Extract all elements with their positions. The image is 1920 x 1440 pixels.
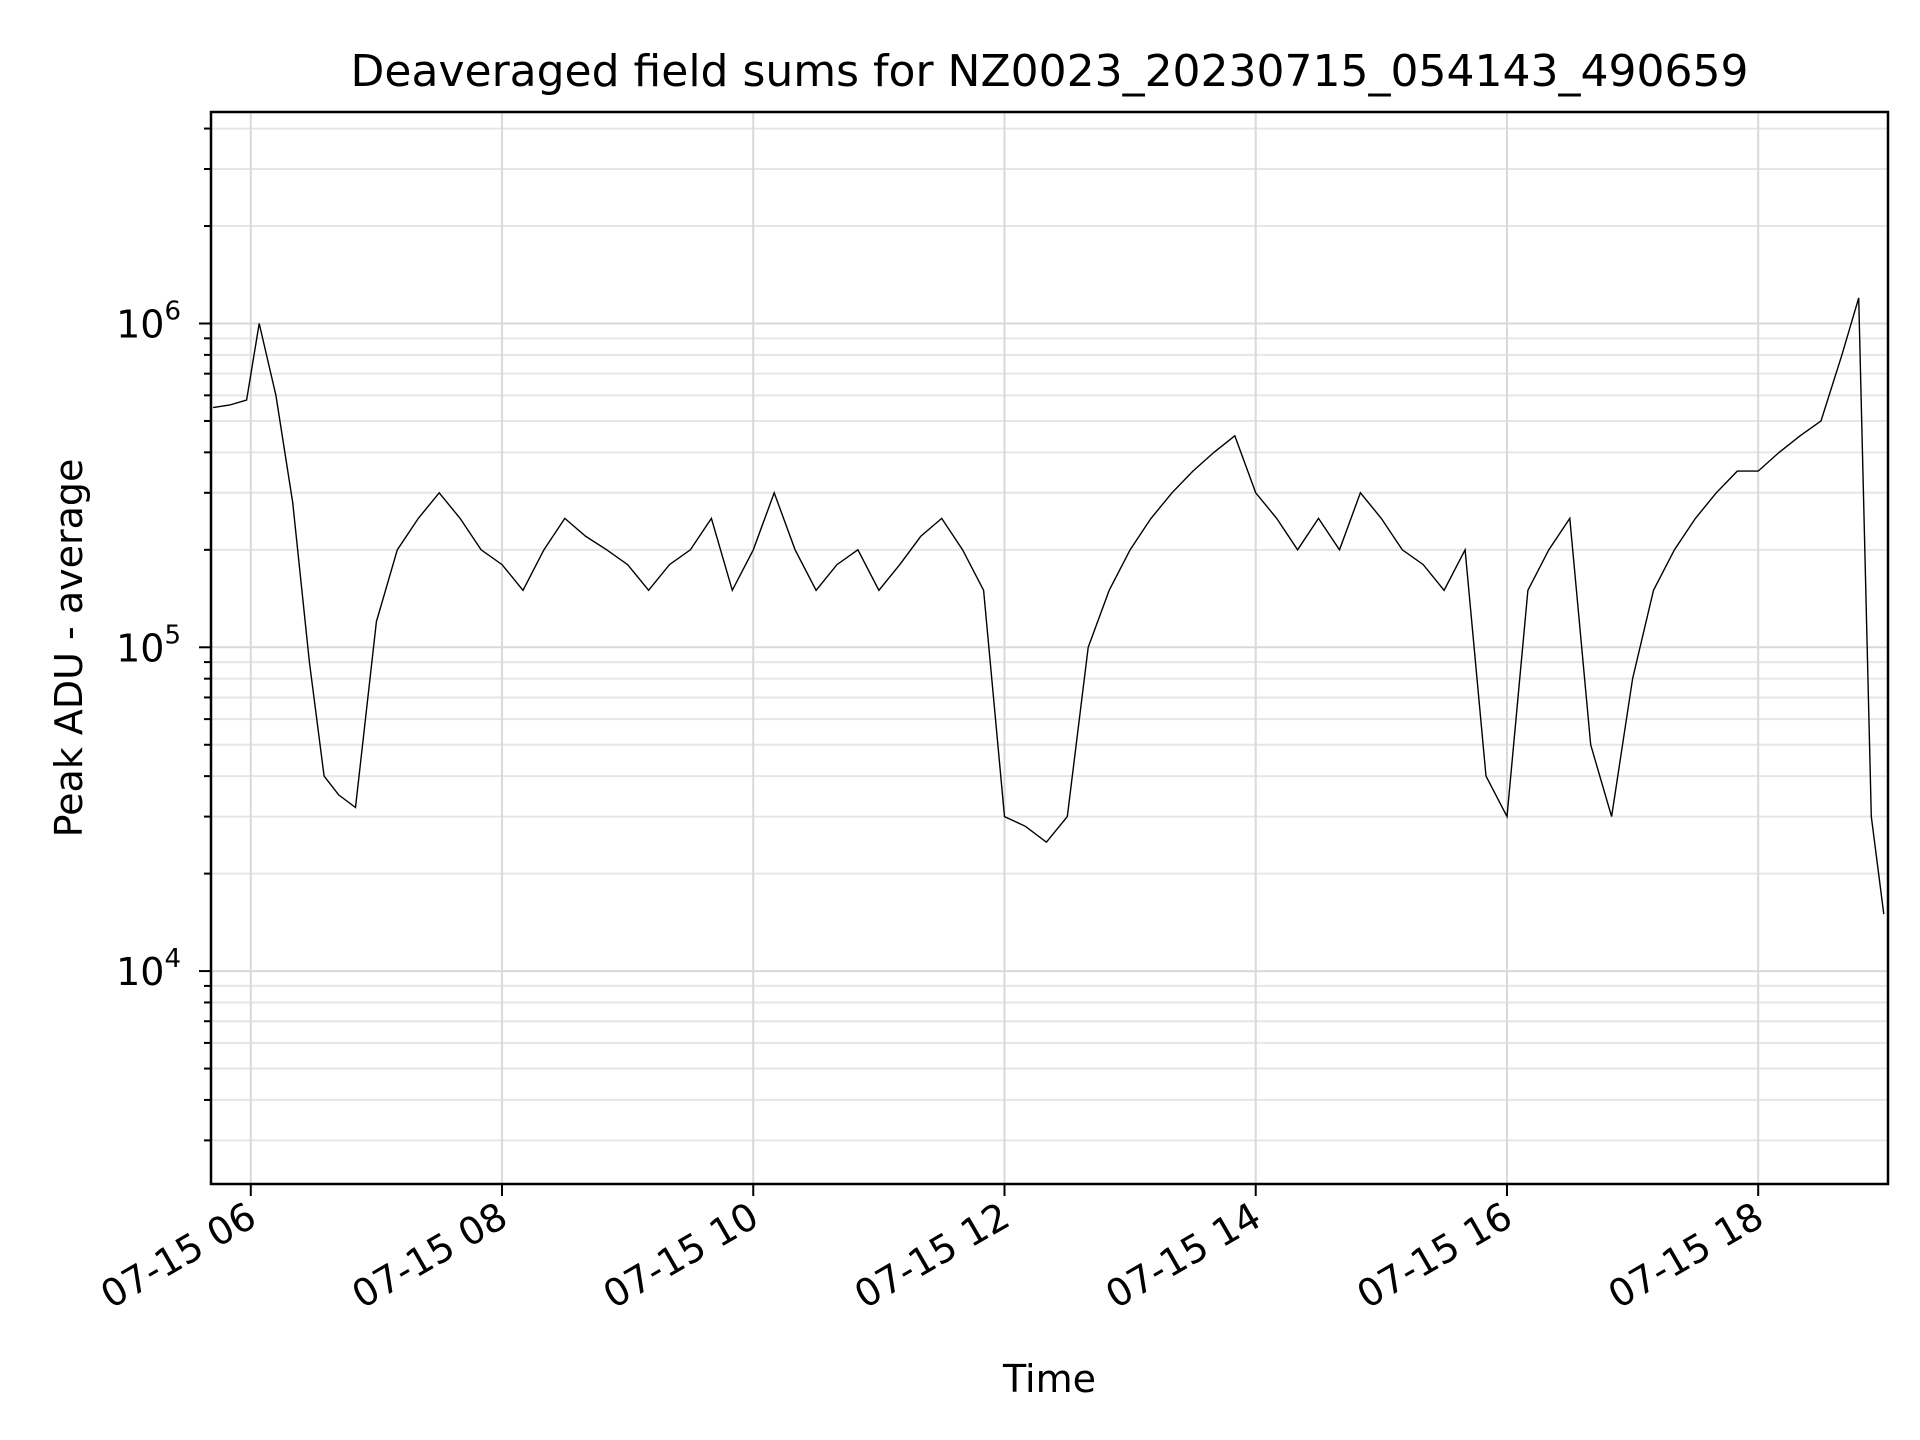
y-tick-label-exponent: 4: [164, 944, 181, 974]
y-tick-label-exponent: 6: [164, 297, 181, 327]
grid: [211, 112, 1888, 1184]
data-series-line: [212, 297, 1885, 915]
x-tick-label: 07-15 14: [1098, 1194, 1268, 1318]
y-tick-label: 104: [116, 944, 181, 994]
y-tick-label: 105: [116, 620, 181, 670]
x-tick-label: 07-15 12: [847, 1194, 1017, 1318]
x-axis-label: Time: [1002, 1357, 1096, 1401]
x-tick-label: 07-15 18: [1601, 1194, 1771, 1318]
x-tick-label: 07-15 16: [1349, 1194, 1519, 1318]
y-axis-label: Peak ADU - average: [47, 459, 91, 838]
y-tick-label-base: 10: [116, 950, 164, 994]
y-tick-label: 106: [116, 297, 181, 347]
x-tick-label: 07-15 10: [596, 1194, 766, 1318]
y-tick-label-exponent: 5: [164, 620, 181, 650]
x-tick-label: 07-15 06: [93, 1194, 263, 1318]
y-tick-label-base: 10: [116, 303, 164, 347]
y-tick-label-base: 10: [116, 626, 164, 670]
x-tick-label: 07-15 08: [345, 1194, 515, 1318]
chart-title: Deaveraged field sums for NZ0023_2023071…: [351, 46, 1749, 97]
